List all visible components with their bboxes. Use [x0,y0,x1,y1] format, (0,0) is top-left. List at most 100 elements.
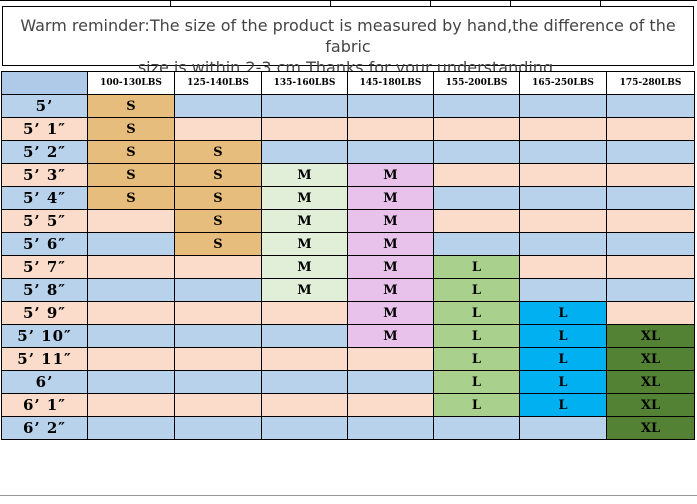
size-cell-m: M [347,209,434,233]
size-cell-m: M [261,163,348,187]
empty-cell [606,140,695,164]
empty-cell [519,255,607,279]
empty-cell [433,232,520,256]
empty-cell [433,94,520,118]
col-header: 125-140LBS [174,71,262,95]
empty-cell [261,94,348,118]
empty-cell [261,117,348,141]
table-row: 5’ 5″ S M M [1,209,695,233]
empty-cell [606,278,695,302]
empty-cell [433,117,520,141]
empty-cell [174,94,262,118]
empty-cell [519,140,607,164]
table-row: 5’ 3″ S S M M [1,163,695,187]
empty-cell [174,301,262,325]
size-cell-l: L [433,393,520,417]
size-cell-s: S [87,163,175,187]
size-cell-s: S [174,163,262,187]
empty-cell [174,117,262,141]
empty-cell [347,416,434,440]
size-cell-m: M [347,278,434,302]
size-cell-m: M [347,324,434,348]
size-cell-m: M [261,209,348,233]
size-cell-s: S [174,232,262,256]
empty-cell [519,232,607,256]
row-height-label: 5’ 8″ [1,278,88,302]
empty-cell [261,416,348,440]
col-header: 155-200LBS [433,71,520,95]
empty-cell [174,416,262,440]
table-row: 5’ 10″ M L L XL [1,324,695,348]
row-height-label: 6’ 1″ [1,393,88,417]
empty-cell [433,163,520,187]
empty-cell [174,324,262,348]
col-header: 165-250LBS [519,71,607,95]
table-row: 5’ 1″ S [1,117,695,141]
table-row: 5’ 7″ M M L [1,255,695,279]
table-row: 5’ 9″ M L L [1,301,695,325]
size-cell-m: M [347,186,434,210]
empty-cell [606,255,695,279]
size-cell-l: L [433,324,520,348]
table-row: 5’ 8″ M M L [1,278,695,302]
header-row: 100-130LBS 125-140LBS 135-160LBS 145-180… [1,71,695,95]
size-cell-l: L [519,324,607,348]
size-cell-m: M [347,255,434,279]
row-height-label: 5’ [1,94,88,118]
empty-cell [87,232,175,256]
notice-line-1: Warm reminder:The size of the product is… [20,16,676,56]
size-cell-l: L [519,393,607,417]
size-cell-s: S [174,186,262,210]
size-cell-m: M [261,255,348,279]
empty-cell [519,209,607,233]
table-row: 6’ 1″ L L XL [1,393,695,417]
row-height-label: 5’ 4″ [1,186,88,210]
size-cell-s: S [87,186,175,210]
size-cell-m: M [261,186,348,210]
size-cell-l: L [433,255,520,279]
empty-cell [347,393,434,417]
empty-cell [174,278,262,302]
empty-cell [174,255,262,279]
size-cell-l: L [519,301,607,325]
empty-cell [87,324,175,348]
empty-cell [433,416,520,440]
empty-cell [606,186,695,210]
size-cell-s: S [174,209,262,233]
empty-cell [261,347,348,371]
size-cell-m: M [347,232,434,256]
empty-cell [433,209,520,233]
empty-cell [606,232,695,256]
empty-cell [87,255,175,279]
empty-cell [519,186,607,210]
empty-cell [87,370,175,394]
size-cell-xl: XL [606,324,695,348]
empty-cell [519,94,607,118]
row-height-label: 5’ 11″ [1,347,88,371]
col-header: 145-180LBS [347,71,434,95]
empty-cell [87,347,175,371]
empty-cell [433,140,520,164]
size-cell-l: L [519,370,607,394]
empty-cell [347,94,434,118]
empty-cell [261,301,348,325]
empty-cell [606,94,695,118]
empty-cell [347,140,434,164]
table-row: 5’ S [1,94,695,118]
empty-cell [606,163,695,187]
empty-cell [519,163,607,187]
size-cell-s: S [87,117,175,141]
table-row: 6’ 2″ XL [1,416,695,440]
row-height-label: 5’ 2″ [1,140,88,164]
size-cell-s: S [87,140,175,164]
size-cell-l: L [433,301,520,325]
row-height-label: 5’ 6″ [1,232,88,256]
size-cell-s: S [174,140,262,164]
empty-cell [606,117,695,141]
empty-cell [519,278,607,302]
size-cell-m: M [261,232,348,256]
col-header: 135-160LBS [261,71,348,95]
warm-reminder-notice: Warm reminder:The size of the product is… [2,6,694,77]
table-row: 5’ 6″ S M M [1,232,695,256]
